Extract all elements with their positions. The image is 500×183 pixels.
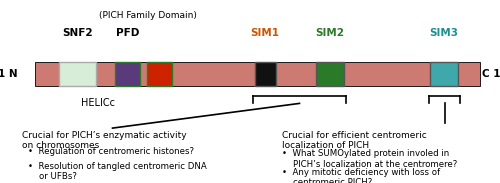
- FancyBboxPatch shape: [115, 62, 140, 86]
- Text: PFD: PFD: [116, 28, 139, 38]
- FancyBboxPatch shape: [316, 62, 344, 86]
- Text: •  Regulation of centromeric histones?: • Regulation of centromeric histones?: [28, 147, 194, 156]
- FancyBboxPatch shape: [59, 62, 96, 86]
- Text: Crucial for PICH’s enzymatic activity
on chromosomes: Crucial for PICH’s enzymatic activity on…: [22, 131, 187, 150]
- Text: 1 N: 1 N: [0, 69, 18, 79]
- Text: SNF2: SNF2: [62, 28, 93, 38]
- FancyBboxPatch shape: [35, 62, 480, 86]
- Text: SIM1: SIM1: [250, 28, 280, 38]
- Text: SIM3: SIM3: [430, 28, 458, 38]
- Text: C 1250: C 1250: [482, 69, 500, 79]
- Text: •  What SUMOylated protein involed in
    PICH’s localization at the centromere?: • What SUMOylated protein involed in PIC…: [282, 149, 458, 169]
- FancyBboxPatch shape: [430, 62, 458, 86]
- Text: •  Resolution of tangled centromeric DNA
    or UFBs?: • Resolution of tangled centromeric DNA …: [28, 162, 206, 181]
- Text: (PICH Family Domain): (PICH Family Domain): [98, 11, 196, 20]
- Text: SIM2: SIM2: [316, 28, 344, 38]
- FancyBboxPatch shape: [254, 62, 276, 86]
- Text: HELICc: HELICc: [80, 98, 114, 108]
- Text: Crucial for efficient centromeric
localization of PICH: Crucial for efficient centromeric locali…: [282, 131, 427, 150]
- FancyBboxPatch shape: [146, 62, 172, 86]
- Text: •  Any mitotic deficiency with loss of
    centromeric PICH?: • Any mitotic deficiency with loss of ce…: [282, 168, 440, 183]
